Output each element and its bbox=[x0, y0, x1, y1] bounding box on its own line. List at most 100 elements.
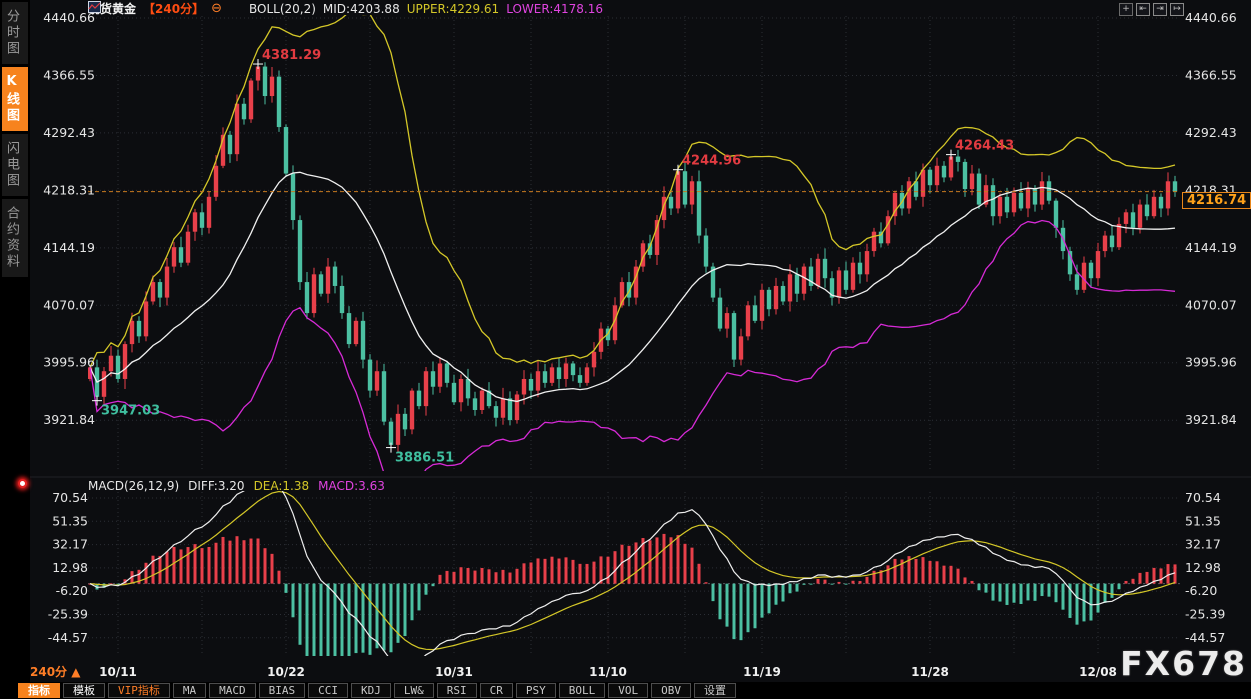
macd-hist-bar bbox=[1110, 583, 1114, 598]
candle-body bbox=[1130, 212, 1136, 228]
candle-body bbox=[906, 181, 912, 209]
macd-hist-bar bbox=[557, 558, 561, 584]
toolbar-button-RSI[interactable]: RSI bbox=[436, 683, 477, 698]
macd-hist-bar bbox=[102, 583, 106, 588]
macd-hist-bar bbox=[739, 583, 743, 641]
candle-body bbox=[836, 270, 842, 298]
candle-body bbox=[101, 371, 107, 397]
toolbar-button-模板[interactable]: 模板 bbox=[63, 683, 105, 698]
macd-hist-bar bbox=[1054, 583, 1058, 603]
candle-body bbox=[1046, 181, 1052, 201]
candle-body bbox=[556, 367, 562, 379]
price-axis-label-left: 3995.96 bbox=[43, 355, 95, 370]
candle-body bbox=[773, 285, 779, 310]
toolbar-button-LW&[interactable]: LW& bbox=[393, 683, 434, 698]
candle-body bbox=[570, 363, 576, 376]
candle-body bbox=[346, 313, 352, 345]
macd-hist-bar bbox=[900, 559, 904, 584]
candle-body bbox=[619, 282, 625, 306]
candle-body bbox=[794, 274, 800, 294]
toolbar-button-CR[interactable]: CR bbox=[479, 683, 513, 698]
candle-body bbox=[388, 421, 394, 445]
indicator-chart-icon bbox=[88, 1, 242, 15]
macd-hist-bar bbox=[480, 567, 484, 584]
macd-hist-bar bbox=[340, 583, 344, 656]
toolbar-button-KDJ[interactable]: KDJ bbox=[351, 683, 391, 698]
sidebar-tab-2[interactable]: 闪电图 bbox=[2, 134, 28, 196]
macd-hist-bar bbox=[830, 583, 834, 585]
macd-hist-bar bbox=[620, 544, 624, 584]
toolbar-button-VOL[interactable]: VOL bbox=[608, 683, 649, 698]
price-axis-label-left: 4218.31 bbox=[43, 182, 95, 197]
sidebar-tab-3[interactable]: 合约资料 bbox=[2, 199, 28, 277]
candle-body bbox=[311, 274, 317, 314]
candle-body bbox=[150, 282, 156, 302]
macd-hist-bar bbox=[375, 583, 379, 649]
candle-body bbox=[976, 173, 982, 205]
candle-body bbox=[143, 301, 149, 337]
pan-left-icon[interactable]: ⇤ bbox=[1136, 3, 1150, 16]
macd-hist-bar bbox=[1117, 583, 1121, 590]
macd-hist-bar bbox=[641, 538, 645, 584]
toolbar-button-BOLL[interactable]: BOLL bbox=[558, 683, 606, 698]
candle-body bbox=[88, 367, 93, 379]
price-annotation: 4381.29 bbox=[253, 48, 321, 70]
candle-body bbox=[451, 382, 457, 403]
price-axis-label-left: 4292.43 bbox=[43, 125, 95, 140]
candle-body bbox=[339, 285, 345, 314]
macd-hist-bar bbox=[816, 578, 820, 584]
macd-hist-bar bbox=[487, 569, 491, 584]
macd-hist-bar bbox=[319, 583, 323, 656]
candle-body bbox=[640, 243, 646, 267]
candle-body bbox=[416, 390, 422, 407]
crosshair-icon[interactable]: + bbox=[1119, 3, 1133, 16]
toolbar-button-指标[interactable]: 指标 bbox=[18, 683, 60, 698]
candle-body bbox=[941, 165, 947, 178]
macd-hist-bar bbox=[697, 563, 701, 584]
candle-body bbox=[787, 274, 793, 302]
macd-hist-bar bbox=[389, 583, 393, 653]
macd-hist-bar bbox=[326, 583, 330, 656]
price-axis-label-right: 4440.66 bbox=[1185, 10, 1237, 25]
toolbar-button-BIAS[interactable]: BIAS bbox=[258, 683, 306, 698]
macd-hist-bar bbox=[718, 583, 722, 620]
candle-body bbox=[647, 243, 653, 255]
macd-hist-bar bbox=[942, 565, 946, 584]
macd-hist-bar bbox=[606, 556, 610, 584]
boll-lower-value: LOWER:4178.16 bbox=[506, 1, 603, 16]
toolbar-button-MACD[interactable]: MACD bbox=[209, 683, 256, 698]
toolbar-button-设置[interactable]: 设置 bbox=[694, 683, 736, 698]
macd-hist-bar bbox=[949, 565, 953, 584]
toolbar-button-CCI[interactable]: CCI bbox=[308, 683, 348, 698]
sidebar-tab-0[interactable]: 分时图 bbox=[2, 2, 28, 64]
candle-body bbox=[766, 289, 772, 310]
collapse-indicator-icon[interactable]: ⊖ bbox=[211, 1, 222, 16]
macd-axis-label-right: 32.17 bbox=[1185, 537, 1221, 552]
candle-body bbox=[402, 413, 408, 430]
pan-play-icon[interactable]: ⇥ bbox=[1153, 3, 1167, 16]
price-annotation: 4264.43 bbox=[946, 139, 1014, 160]
candle-body bbox=[220, 134, 226, 166]
macd-hist-bar bbox=[1138, 572, 1142, 584]
candle-body bbox=[1088, 262, 1094, 279]
candle-body bbox=[815, 258, 821, 286]
macd-hist-bar bbox=[151, 555, 155, 584]
toolbar-button-PSY[interactable]: PSY bbox=[515, 683, 556, 698]
candle-body bbox=[1123, 212, 1129, 224]
toolbar-button-OBV[interactable]: OBV bbox=[651, 683, 691, 698]
period-selector[interactable]: 240分 ▲ bbox=[30, 664, 81, 679]
pan-right-icon[interactable]: ↦ bbox=[1170, 3, 1184, 16]
macd-hist-bar bbox=[690, 547, 694, 584]
candle-body bbox=[703, 235, 709, 267]
toolbar-button-MA[interactable]: MA bbox=[172, 683, 207, 698]
candle-body bbox=[297, 220, 303, 283]
candle-body bbox=[563, 363, 569, 379]
macd-hist-bar bbox=[249, 538, 253, 584]
sidebar-tab-1[interactable]: K线图 bbox=[2, 67, 28, 131]
macd-dea-line bbox=[89, 491, 1176, 651]
macd-hist-bar bbox=[158, 555, 162, 584]
candle-body bbox=[1067, 251, 1073, 275]
candle-body bbox=[948, 156, 954, 178]
candle-body bbox=[472, 398, 478, 410]
toolbar-button-VIP指标[interactable]: VIP指标 bbox=[108, 683, 170, 698]
